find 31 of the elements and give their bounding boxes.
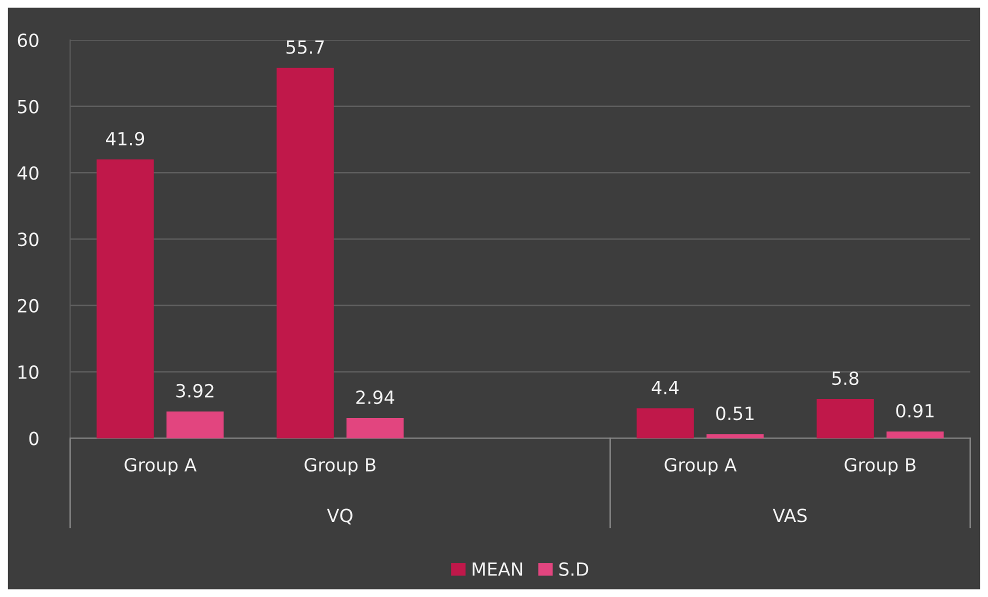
bar [96,159,154,438]
bar [816,399,874,438]
y-tick-label: 50 [18,100,38,114]
x-tick-label: Group A [124,458,197,476]
data-label: 41.9 [106,132,144,146]
x-tick-label: Group B [844,458,916,476]
y-tick-label: 20 [18,298,38,313]
bar [346,418,404,438]
bar [886,431,944,438]
data-label: 5.8 [832,371,858,386]
legend-label: MEAN [472,562,522,576]
y-tick-label: 30 [18,232,38,246]
legend-label: S.D [559,562,588,576]
data-label: 2.94 [356,390,394,404]
data-label: 0.51 [716,406,754,420]
data-label: 55.7 [286,40,324,54]
bar [166,411,224,438]
y-tick-label: 60 [18,33,38,48]
data-label: 4.4 [652,380,679,394]
text: VAS [772,508,807,522]
y-tick-label: 10 [18,365,38,379]
y-tick-label: 0 [29,432,38,446]
y-tick-label: 40 [18,166,38,180]
data-label: 0.91 [896,404,934,418]
data-label: 3.92 [176,384,214,398]
bar [276,68,334,438]
x-tick-label: Group B [304,458,376,476]
bar [706,434,764,438]
bar [636,408,694,438]
text: VQ [327,508,352,524]
x-tick-label: Group A [664,458,737,476]
